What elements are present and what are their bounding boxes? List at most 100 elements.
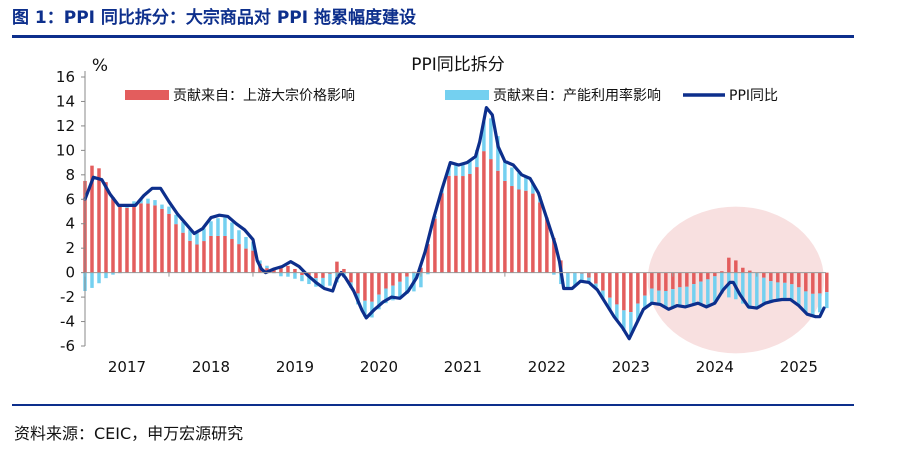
capacity-bar (174, 214, 178, 225)
y-tick-label: -4 (60, 313, 75, 331)
capacity-bar (321, 277, 325, 289)
capacity-bar (167, 206, 171, 214)
commodity-bar (342, 268, 346, 273)
capacity-bar (293, 272, 297, 279)
commodity-bar (181, 232, 185, 273)
commodity-bar (531, 193, 535, 273)
commodity-bar (398, 272, 402, 282)
commodity-bar (356, 272, 360, 294)
x-tick-label: 2025 (780, 358, 818, 376)
capacity-bar (699, 281, 703, 305)
capacity-bar (678, 287, 682, 307)
x-tick-label: 2024 (696, 358, 734, 376)
capacity-bar (720, 272, 724, 294)
capacity-bar (90, 272, 94, 288)
commodity-bar (104, 182, 108, 273)
commodity-bar (503, 180, 507, 273)
commodity-bar (97, 168, 101, 273)
commodity-bar (797, 272, 801, 288)
commodity-bar (314, 272, 318, 279)
capacity-bar (587, 277, 591, 283)
capacity-bar (461, 163, 465, 177)
axes-layer: -6 -4 -2 0 2 4 6 8 10 12 14 16 2017 2018 2019 2020 2021 2… (56, 68, 826, 376)
capacity-bar (230, 222, 234, 240)
capacity-bar (265, 265, 269, 269)
capacity-bar (300, 275, 304, 282)
commodity-bar (517, 189, 521, 273)
commodity-bar (762, 272, 766, 278)
capacity-bar (657, 290, 661, 305)
commodity-bar (804, 272, 808, 292)
capacity-bar (97, 272, 101, 284)
commodity-bar (776, 272, 780, 283)
capacity-bar (398, 281, 402, 298)
legend-commodity-label: 贡献来自：上游大宗价格影响 (173, 88, 355, 104)
commodity-bar (363, 272, 367, 301)
capacity-bar (132, 201, 136, 205)
capacity-bar (391, 285, 395, 301)
capacity-bar (510, 167, 514, 187)
y-tick-label: 10 (56, 141, 75, 159)
capacity-bar (475, 149, 479, 168)
capacity-bar (426, 272, 430, 275)
commodity-bar (384, 272, 388, 289)
capacity-bar (216, 218, 220, 236)
commodity-bar (125, 207, 129, 273)
capacity-bar (489, 118, 493, 160)
title-rule (12, 35, 854, 38)
commodity-bar (678, 272, 682, 288)
commodity-bar (496, 170, 500, 273)
commodity-bar (468, 174, 472, 273)
commodity-bar (727, 257, 731, 273)
capacity-bar (573, 272, 577, 286)
capacity-bar (671, 289, 675, 308)
capacity-bar (552, 272, 556, 275)
y-tick-label: 12 (56, 117, 75, 135)
capacity-bar (209, 221, 213, 236)
commodity-bar (650, 272, 654, 289)
capacity-bar (755, 272, 759, 309)
legend: 贡献来自：上游大宗价格影响 贡献来自：产能利用率影响 PPI同比 (125, 87, 778, 104)
commodity-bar (377, 272, 381, 295)
capacity-bar (286, 272, 290, 277)
commodity-bar (202, 241, 206, 273)
commodity-bar (391, 272, 395, 286)
capacity-bar (202, 228, 206, 242)
x-tick-label: 2017 (108, 358, 146, 376)
capacity-bar (685, 286, 689, 307)
commodity-bar (230, 239, 234, 273)
capacity-bar (741, 272, 745, 304)
commodity-bar (748, 270, 752, 273)
capacity-bar (776, 282, 780, 301)
capacity-bar (237, 230, 241, 245)
commodity-bar (636, 272, 640, 304)
x-tick-label: 2020 (360, 358, 398, 376)
capacity-bar (370, 301, 374, 318)
commodity-bar (370, 272, 374, 302)
capacity-bar (811, 293, 815, 316)
commodity-bar (251, 250, 255, 273)
commodity-bar (153, 205, 157, 273)
capacity-bar (503, 161, 507, 181)
commodity-bar (216, 235, 220, 273)
ppi-decomposition-chart: -6 -4 -2 0 2 4 6 8 10 12 14 16 2017 2018 2019 2020 2021 2… (56, 55, 829, 376)
capacity-bar (258, 260, 262, 264)
capacity-bar (139, 199, 143, 204)
y-tick-label: 4 (65, 215, 75, 233)
capacity-bar (524, 176, 528, 191)
capacity-bar (160, 204, 164, 209)
commodity-bar (629, 272, 633, 313)
commodity-bar (111, 197, 115, 273)
commodity-bar (510, 186, 514, 273)
commodity-bar (293, 268, 297, 273)
legend-capacity-label: 贡献来自：产能利用率影响 (493, 87, 661, 104)
commodity-bar (209, 235, 213, 273)
capacity-bar (769, 281, 773, 302)
commodity-bar (657, 272, 661, 291)
figure-title: 图 1：PPI 同比拆分：大宗商品对 PPI 拖累幅度建设 (12, 8, 416, 28)
commodity-bar (720, 271, 724, 273)
y-tick-label: -6 (60, 337, 75, 355)
source-note: 资料来源：CEIC，申万宏源研究 (14, 424, 244, 443)
capacity-bar (384, 288, 388, 304)
commodity-bar (524, 190, 528, 273)
